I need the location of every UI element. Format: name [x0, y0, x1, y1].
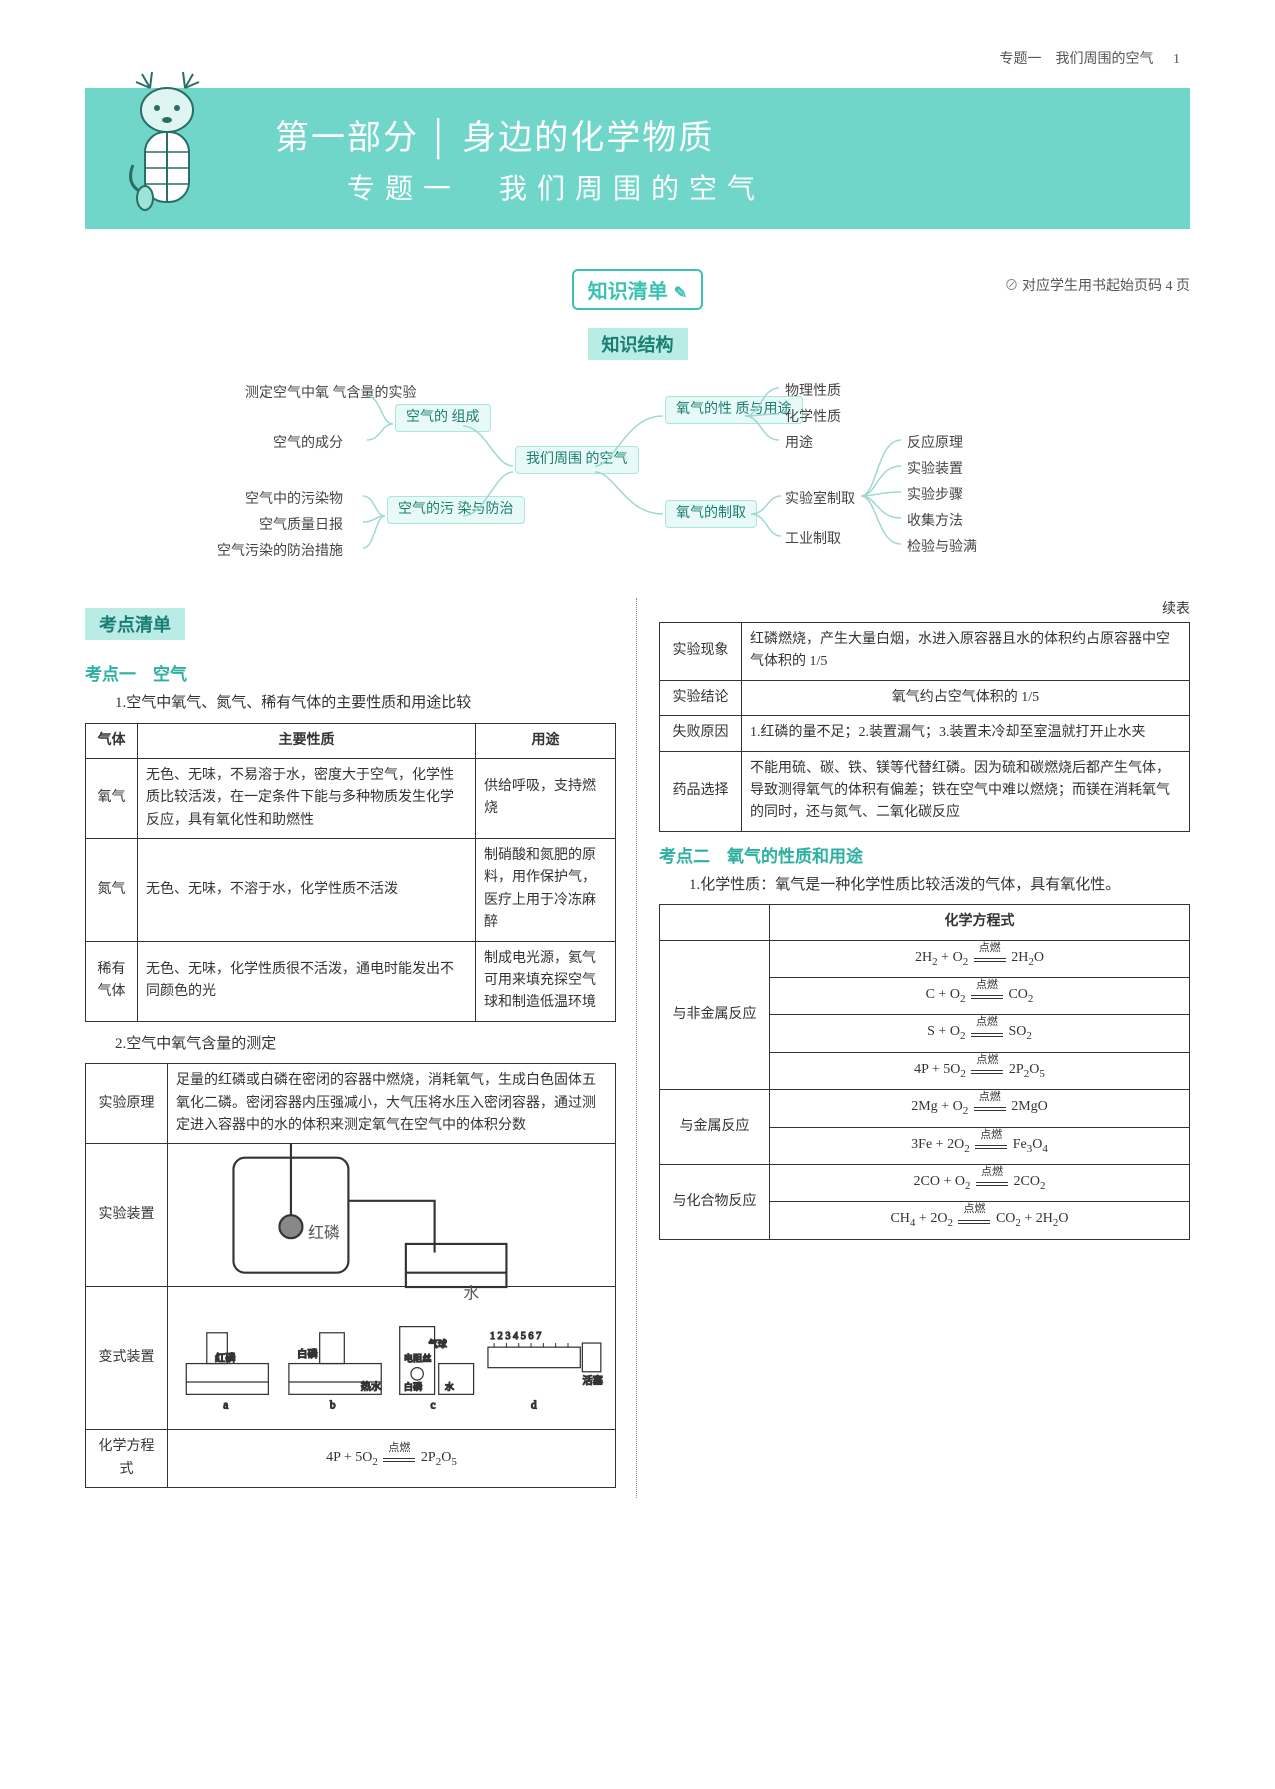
svg-text:水: 水 [463, 1285, 479, 1302]
kp1-p2: 2.空气中氧气含量的测定 [85, 1032, 616, 1058]
topic-title: 专题一 我们周围的空气 [275, 167, 1190, 207]
kp1-p1: 1.空气中氧气、氮气、稀有气体的主要性质和用途比较 [85, 691, 616, 717]
kp1-title: 考点一 空气 [85, 660, 616, 685]
variant-apparatus-diagram: 红磷 a 热水 白磷 b [176, 1293, 607, 1423]
breadcrumb: 专题一 我们周围的空气 [1000, 52, 1154, 67]
part-title: 第一部分│身边的化学物质 [275, 110, 1190, 159]
svg-text:水: 水 [445, 1381, 454, 1392]
section-badge: 知识清单✎ [572, 269, 703, 310]
svg-text:1 2 3 4 5 6 7: 1 2 3 4 5 6 7 [490, 1331, 541, 1342]
gas-properties-table: 气体 主要性质 用途 氧气 无色、无味，不易溶于水，密度大于空气，化学性质比较活… [85, 723, 616, 1022]
kaodian-heading: 考点清单 [85, 608, 185, 640]
svg-text:白磷: 白磷 [297, 1347, 318, 1360]
page-number: 1 [1173, 52, 1180, 68]
svg-text:气球: 气球 [428, 1338, 446, 1349]
mm-connectors [85, 376, 1190, 586]
oxygen-measure-table: 实验原理 足量的红磷或白磷在密闭的容器中燃烧，消耗氧气，生成白色固体五氧化二磷。… [85, 1063, 616, 1488]
page-ref: 对应学生用书起始页码 4 页 [1005, 275, 1191, 295]
svg-text:c: c [430, 1400, 435, 1412]
svg-text:红磷: 红磷 [215, 1352, 236, 1365]
kp2-title: 考点二 氧气的性质和用途 [659, 842, 1190, 867]
svg-text:b: b [330, 1400, 336, 1412]
knowledge-mindmap: 我们周围 的空气 空气的 组成 空气的污 染与防治 测定空气中氧 气含量的实验 … [85, 376, 1190, 586]
svg-text:白磷: 白磷 [404, 1381, 422, 1392]
svg-text:活塞: 活塞 [582, 1374, 603, 1387]
svg-text:热水: 热水 [361, 1380, 382, 1393]
svg-text:红磷: 红磷 [308, 1224, 340, 1242]
svg-text:a: a [223, 1400, 228, 1412]
deer-icon [115, 70, 235, 230]
equation-4p: 4P + 5O2 点燃 2P2O5 [326, 1450, 457, 1465]
title-banner: 第一部分│身边的化学物质 专题一 我们周围的空气 [85, 88, 1190, 229]
oxygen-measure-table-cont: 实验现象 红磷燃烧，产生大量白烟，水进入原容器且水的体积约占原容器中空气体积的 … [659, 622, 1190, 832]
page-header: 专题一 我们周围的空气 1 [85, 48, 1190, 68]
svg-text:电阻丝: 电阻丝 [404, 1353, 432, 1364]
oxygen-reactions-table: 化学方程式 与非金属反应 2H2 + O2 点燃 2H2O C + O2 点燃 … [659, 904, 1190, 1240]
structure-heading: 知识结构 [588, 328, 688, 360]
kp2-p1: 1.化学性质：氧气是一种化学性质比较活泼的气体，具有氧化性。 [659, 873, 1190, 899]
note-icon: ✎ [674, 285, 687, 302]
svg-text:d: d [531, 1400, 537, 1412]
apparatus-diagram: 红磷 水 [176, 1150, 607, 1280]
continued-label: 续表 [659, 598, 1190, 618]
